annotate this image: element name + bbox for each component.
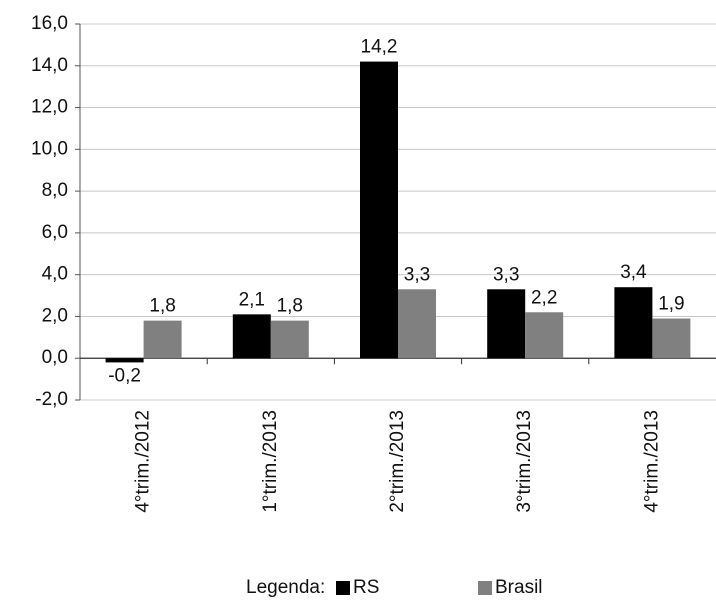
y-tick-label: 0,0 xyxy=(42,347,68,368)
bar xyxy=(270,320,309,359)
y-tick-label: 10,0 xyxy=(31,138,68,159)
legend-title: Legenda: xyxy=(246,577,325,598)
legend-swatch xyxy=(336,581,350,595)
value-label: 2,2 xyxy=(531,287,557,308)
bar xyxy=(143,320,182,359)
legend-label: RS xyxy=(353,577,379,598)
y-tick-label: 14,0 xyxy=(31,55,68,76)
bar xyxy=(487,289,526,359)
bar xyxy=(652,318,691,359)
value-label: 1,8 xyxy=(277,296,303,317)
x-tick-label: 4°trim./2013 xyxy=(641,410,662,513)
bar xyxy=(525,312,564,359)
value-label: 2,1 xyxy=(239,289,265,310)
value-label: 3,4 xyxy=(620,262,647,283)
legend-swatch xyxy=(478,581,492,595)
value-label: 3,3 xyxy=(493,264,519,285)
bar xyxy=(614,287,653,359)
bar xyxy=(232,314,271,359)
legend-label: Brasil xyxy=(495,577,543,598)
bar xyxy=(105,358,144,363)
y-tick-label: 4,0 xyxy=(42,264,68,285)
y-tick-label: -2,0 xyxy=(35,389,68,410)
y-tick-label: 2,0 xyxy=(42,305,68,326)
value-label: 14,2 xyxy=(361,37,398,58)
x-tick-label: 1°trim./2013 xyxy=(260,410,281,513)
y-tick-label: 6,0 xyxy=(42,222,68,243)
bar xyxy=(398,289,436,359)
value-label: 1,9 xyxy=(658,294,684,315)
y-tick-label: 8,0 xyxy=(42,180,68,201)
x-tick-label: 2°trim./2013 xyxy=(387,410,408,513)
value-label: 1,8 xyxy=(149,296,175,317)
x-tick-label: 3°trim./2013 xyxy=(514,410,535,513)
bar xyxy=(360,61,398,359)
y-tick-label: 12,0 xyxy=(31,97,68,118)
value-label: 3,3 xyxy=(404,264,430,285)
value-label: -0,2 xyxy=(108,365,141,386)
x-tick-label: 4°trim./2012 xyxy=(133,410,154,513)
y-tick-label: 16,0 xyxy=(31,13,68,34)
